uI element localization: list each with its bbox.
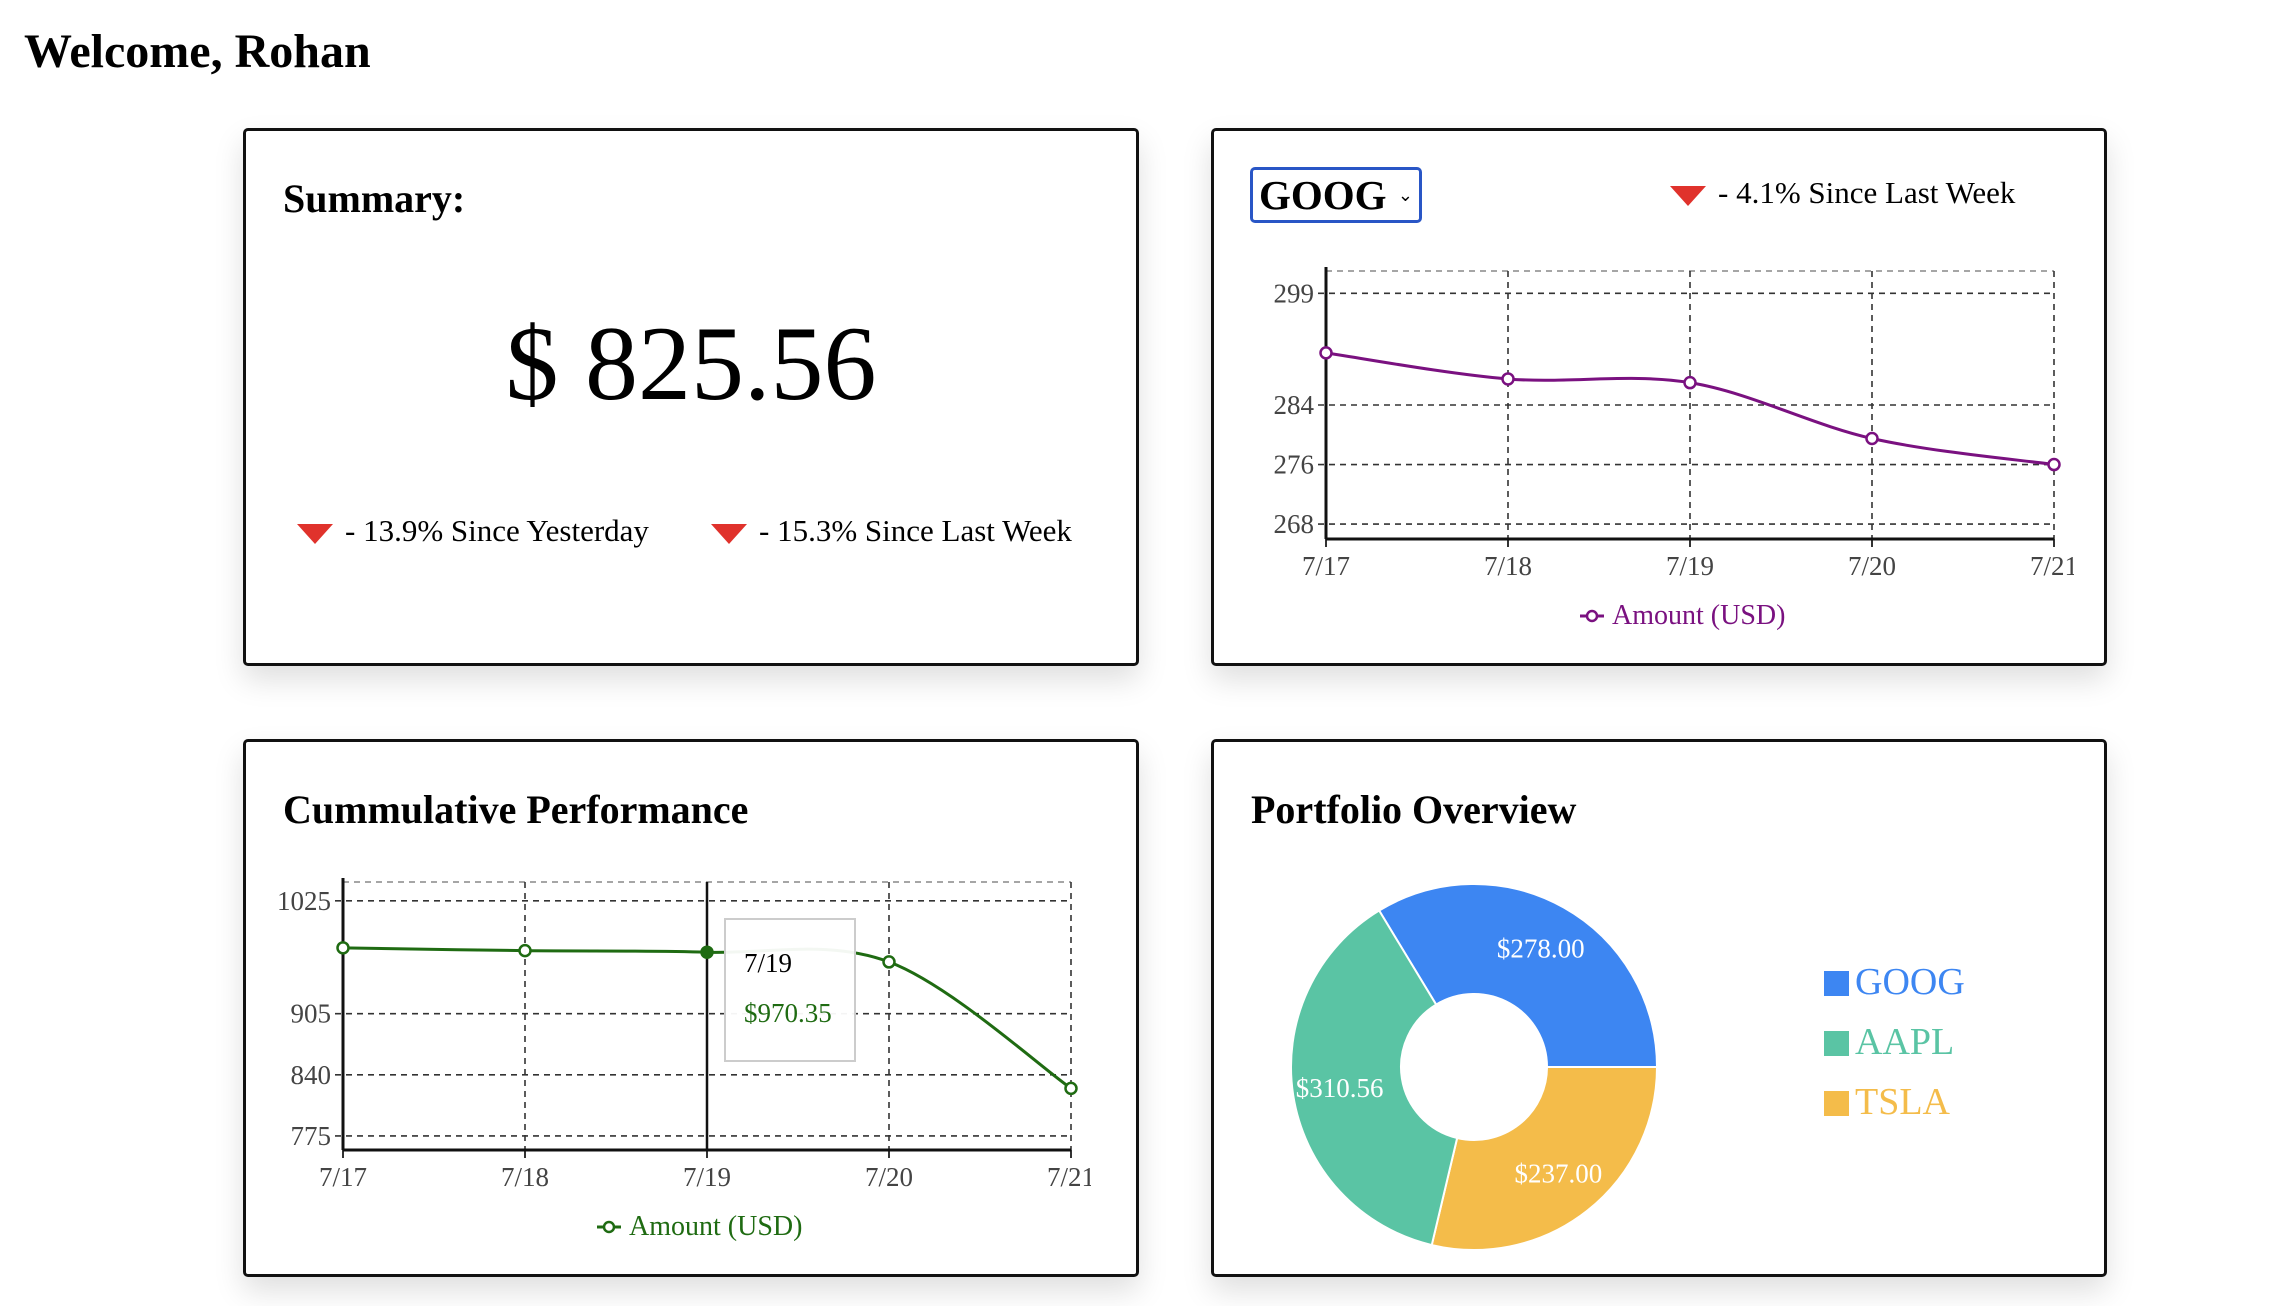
legend-item-goog[interactable]: GOOG [1824,960,1965,1004]
y-tick-label: 284 [1274,390,1315,420]
y-tick-label: 268 [1274,509,1315,539]
data-point [1501,372,1515,386]
data-point [700,945,714,959]
y-tick-label: 299 [1274,278,1315,308]
stock-select-value: GOOG [1259,172,1387,218]
tooltip-date: 7/19 [744,948,793,978]
portfolio-donut-chart: $278.00 $237.00 $310.56 [1290,883,1659,1251]
legend-label-goog: GOOG [1855,961,1965,1003]
y-tick-label: 840 [291,1060,332,1090]
legend-item-aapl[interactable]: AAPL [1824,1020,1954,1064]
data-point [1683,375,1697,390]
cumulative-title: Cummulative Performance [283,787,749,832]
y-tick-label: 905 [291,999,332,1029]
data-point [2047,457,2061,472]
stock-line-chart: 268 276 284 299 7/17 7/18 7/19 7/20 7/21 Amount (… [1274,267,2074,631]
change-since-yesterday-text: - 13.9% Since Yesterday [345,513,649,548]
data-point [1064,1081,1078,1096]
y-tick-label: 775 [291,1121,332,1151]
x-tick-label: 7/19 [1666,551,1714,581]
change-since-last-week-text: - 15.3% Since Last Week [759,513,1072,548]
data-point [1865,431,1879,446]
summary-card: Summary: $ 825.56 - 13.9% Since Yesterda… [243,128,1139,666]
legend-label: Amount (USD) [629,1211,802,1242]
legend-item-tsla[interactable]: TSLA [1824,1080,1950,1124]
legend-marker-icon [602,1220,616,1234]
data-point [882,955,896,969]
portfolio-total-value: $ 825.56 [505,305,877,422]
y-tick-label: 1025 [277,886,331,916]
cumulative-line-chart: 775 840 905 1025 7/17 7/18 7/19 7/20 7/21 Amount … [277,878,1091,1242]
change-since-last-week: - 15.3% Since Last Week [711,511,1072,551]
chart-tooltip: 7/19 $970.35 [724,918,856,1062]
legend-label-tsla: TSLA [1855,1081,1950,1123]
portfolio-card: Portfolio Overview $278.00 $237.00 $310.56… [1211,739,2107,1277]
chevron-down-icon: ⌄ [1397,185,1413,205]
x-tick-label: 7/21 [2030,551,2074,581]
legend-label: Amount (USD) [1612,600,1785,631]
stock-change-text: - 4.1% Since Last Week [1718,175,2016,210]
legend-marker-icon [1585,609,1599,623]
portfolio-title: Portfolio Overview [1251,787,1577,832]
x-tick-label: 7/17 [1302,551,1350,581]
x-tick-label: 7/19 [683,1162,731,1192]
down-arrow-icon [711,523,747,544]
x-tick-label: 7/17 [319,1162,367,1192]
y-tick-label: 276 [1274,450,1315,480]
x-tick-label: 7/20 [865,1162,913,1192]
down-arrow-icon [297,523,333,544]
slice-value-label: $237.00 [1514,1159,1602,1189]
welcome-heading: Welcome, Rohan [24,25,371,78]
change-since-yesterday: - 13.9% Since Yesterday [297,511,649,551]
legend-swatch-aapl [1824,1031,1849,1056]
data-point [336,941,350,955]
x-tick-label: 7/20 [1848,551,1896,581]
x-tick-label: 7/18 [1484,551,1532,581]
down-arrow-icon [1670,185,1706,206]
slice-value-label: $278.00 [1497,933,1585,963]
stock-change-since-last-week: - 4.1% Since Last Week [1670,173,2015,213]
tooltip-value: $970.35 [744,998,832,1028]
data-point [1319,346,1333,360]
legend-label-aapl: AAPL [1855,1021,1955,1063]
stock-card: GOOG ⌄ - 4.1% Since Last Week 268 276 284 29… [1211,128,2107,666]
cumulative-card: Cummulative Performance 775 840 905 1025 7/1… [243,739,1139,1277]
slice-tsla [1430,1066,1659,1251]
slice-aapl [1290,909,1459,1247]
legend-swatch-goog [1824,971,1849,996]
x-tick-label: 7/21 [1047,1162,1091,1192]
data-point [518,943,532,958]
slice-value-label: $310.56 [1296,1073,1384,1103]
x-tick-label: 7/18 [501,1162,549,1192]
summary-title: Summary: [283,176,466,221]
slice-goog [1377,883,1659,1068]
legend-swatch-tsla [1824,1091,1849,1116]
stock-select[interactable]: GOOG ⌄ [1250,167,1422,223]
